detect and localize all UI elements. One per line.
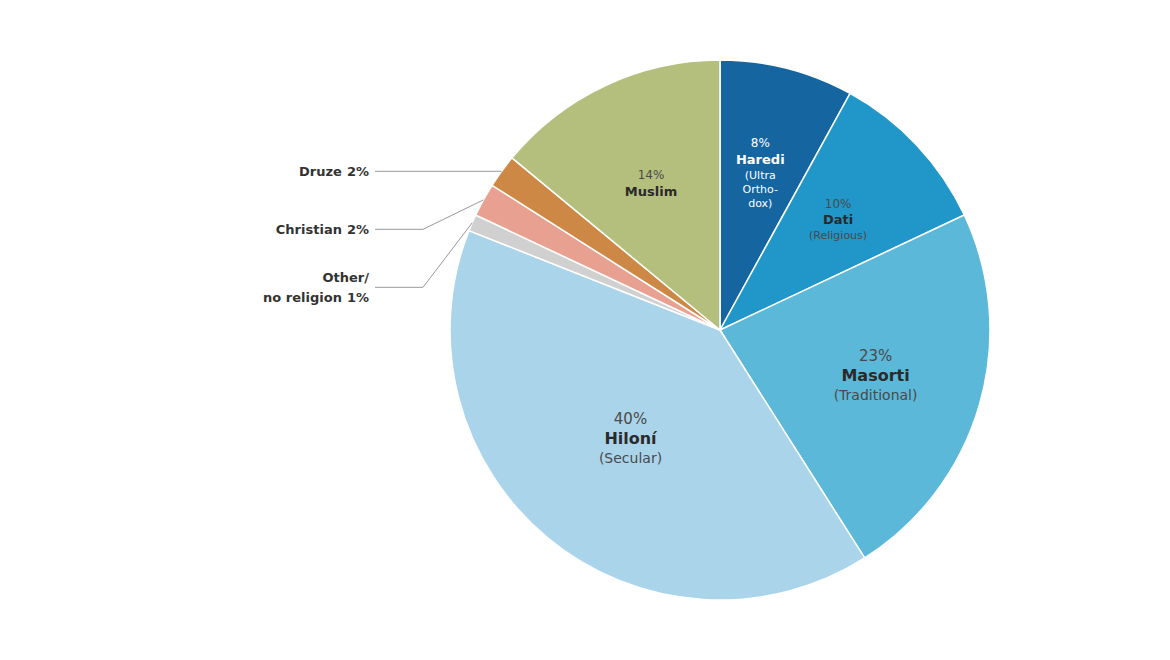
- pie-chart: 8% Haredi (UltraOrtho-dox) 10%Dati (Religiou…: [0, 0, 1170, 660]
- category-label: Hiloní: [604, 429, 658, 448]
- slices: [450, 60, 990, 600]
- data-label: 2%: [347, 164, 369, 179]
- category-label: Muslim: [625, 184, 677, 199]
- category-label: Christian: [276, 222, 342, 237]
- annotation: (Secular): [599, 450, 662, 466]
- leader-line: [375, 223, 472, 288]
- category-label: Dati: [823, 212, 853, 227]
- category-label: Masorti: [841, 366, 909, 385]
- category-label: Other/: [323, 270, 370, 285]
- page: {"chart_data": {"type": "pie", "categori…: [0, 0, 1170, 660]
- data-label: 23%: [859, 347, 892, 365]
- annotation: Ortho-: [743, 183, 778, 196]
- data-label: 10%: [825, 197, 852, 211]
- chart-container: 8% Haredi (UltraOrtho-dox) 10%Dati (Religiou…: [0, 0, 1170, 660]
- annotation: dox): [748, 197, 772, 210]
- annotation: (Religious): [809, 229, 867, 242]
- leader-line: [375, 171, 502, 172]
- data-label: 8%: [751, 136, 770, 150]
- data-label: 1%: [347, 290, 369, 305]
- annotation: (Ultra: [745, 169, 776, 182]
- leader-lines: [375, 171, 502, 287]
- category-label: Haredi: [736, 152, 785, 167]
- external-label: no religion 1%: [263, 290, 369, 305]
- labels: 8% Haredi (UltraOrtho-dox) 10%Dati (Religiou…: [263, 136, 917, 466]
- annotation: (Traditional): [834, 387, 918, 403]
- external-label: Other/: [323, 270, 370, 285]
- category-label: Druze: [299, 164, 342, 179]
- external-label: Christian 2%: [276, 222, 369, 237]
- category-label: no religion: [263, 290, 342, 305]
- data-label: 14%: [638, 168, 665, 182]
- data-label: 2%: [347, 222, 369, 237]
- data-label: 40%: [614, 410, 647, 428]
- leader-line: [375, 200, 483, 229]
- pie-slice: [512, 60, 720, 330]
- external-label: Druze 2%: [299, 164, 369, 179]
